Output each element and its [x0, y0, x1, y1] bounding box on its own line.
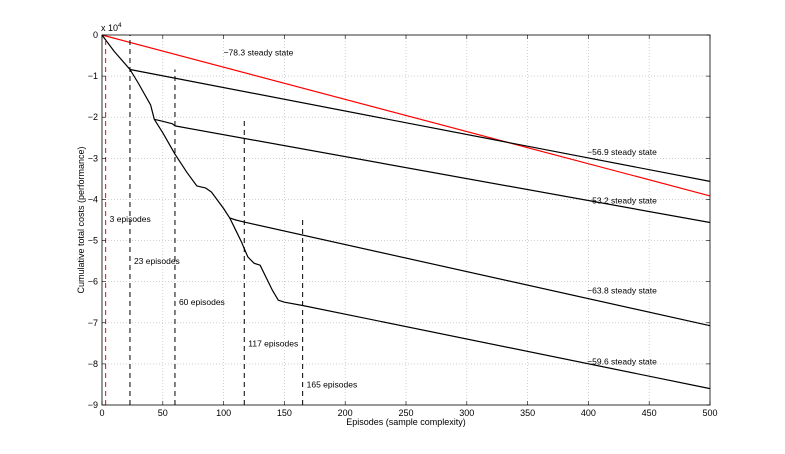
- x-tick-label: 250: [398, 408, 413, 418]
- y-tick-label: −7: [88, 318, 98, 328]
- y-tick-label: −5: [88, 236, 98, 246]
- x-axis-label: Episodes (sample complexity): [346, 417, 466, 427]
- steady-state-label: −59.6 steady state: [587, 356, 657, 366]
- y-tick-label: −9: [88, 400, 98, 410]
- steady-state-label: −56.9 steady state: [587, 147, 657, 157]
- y-axis-label: Cumulative total costs (performance): [76, 146, 86, 293]
- y-exponent-label: x 104: [101, 22, 122, 33]
- episode-markers: 3 episodes 23 episodes 60 episodes 117 epis…: [105, 35, 358, 405]
- series-line-3: [153, 118, 711, 327]
- y-tick-label: −1: [88, 71, 98, 81]
- x-tick-label: 200: [338, 408, 353, 418]
- series-line-4: [229, 217, 711, 390]
- x-tick-label: 150: [277, 408, 292, 418]
- x-tick-label: 450: [642, 408, 657, 418]
- x-tick-label: 50: [158, 408, 168, 418]
- episode-marker-label: 23 episodes: [134, 256, 180, 266]
- x-tick-label: 100: [216, 408, 231, 418]
- y-tick-label: −6: [88, 277, 98, 287]
- steady-state-label: −78.3 steady state: [224, 48, 294, 58]
- series-line-0: [101, 34, 711, 197]
- x-tick-label: 0: [99, 408, 104, 418]
- grid: [102, 35, 710, 405]
- episode-marker-label: 3 episodes: [110, 214, 151, 224]
- y-tick-label: −2: [88, 112, 98, 122]
- x-tick-label: 350: [520, 408, 535, 418]
- x-tick-label: 300: [459, 408, 474, 418]
- episode-marker-label: 60 episodes: [179, 297, 225, 307]
- series-line-1: [101, 34, 711, 182]
- steady-state-label: −63.8 steady state: [587, 286, 657, 296]
- plot-area: [102, 35, 710, 405]
- y-tick-label: −3: [88, 153, 98, 163]
- y-tick-label: −8: [88, 359, 98, 369]
- episode-marker-label: 117 episodes: [248, 338, 298, 348]
- x-tick-label: 500: [702, 408, 717, 418]
- y-axis: 0 −1 −2 −3 −4 −5 −6 −7 −8 −9: [88, 30, 710, 410]
- annotations: −78.3 steady state −56.9 steady state −53.…: [224, 48, 658, 367]
- y-tick-label: −4: [88, 194, 98, 204]
- x-tick-label: 400: [581, 408, 596, 418]
- y-tick-label: 0: [93, 30, 98, 40]
- steady-state-label: −53.2 steady state: [587, 196, 657, 206]
- x-axis: 0 50 100 150 200 250 300 350 400 450 500: [99, 35, 718, 418]
- episode-marker-label: 165 episodes: [307, 379, 358, 389]
